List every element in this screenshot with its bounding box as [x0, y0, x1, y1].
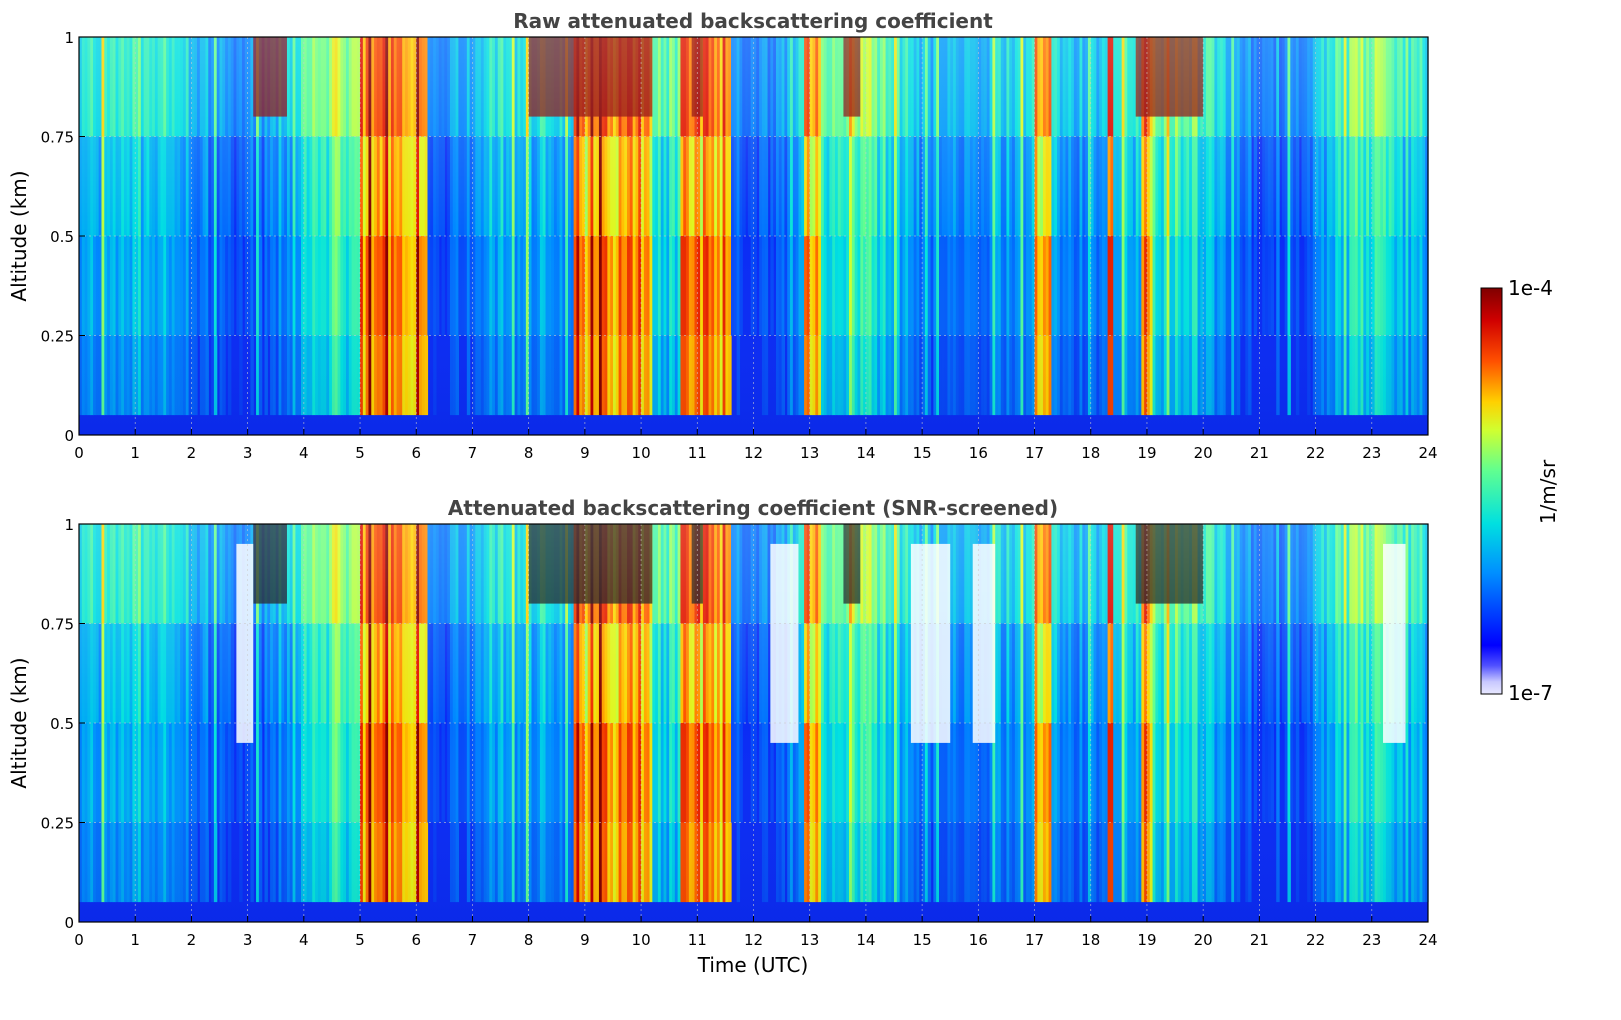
x-tick-label: 4 — [299, 444, 309, 462]
y-tick-label: 0.75 — [41, 129, 74, 147]
y-tick-label: 0.25 — [41, 328, 74, 346]
x-tick-label: 23 — [1362, 931, 1381, 949]
y-tick-label: 0.5 — [50, 228, 74, 246]
x-tick-label: 18 — [1081, 931, 1100, 949]
y-tick-label: 0.25 — [41, 815, 74, 833]
x-tick-label: 21 — [1250, 931, 1269, 949]
x-tick-label: 6 — [411, 444, 421, 462]
x-tick-label: 23 — [1362, 444, 1381, 462]
chart-title: Raw attenuated backscattering coefficien… — [513, 9, 993, 33]
x-tick-label: 3 — [243, 444, 253, 462]
x-tick-label: 15 — [913, 444, 932, 462]
x-tick-label: 21 — [1250, 444, 1269, 462]
chart-title: Attenuated backscattering coefficient (S… — [448, 496, 1058, 520]
x-tick-label: 10 — [632, 931, 651, 949]
grid-raw — [79, 37, 1428, 435]
x-tick-label: 3 — [243, 931, 253, 949]
y-axis-ticks: 0 0.25 0.5 0.75 1 — [41, 516, 85, 932]
x-tick-label: 2 — [187, 444, 197, 462]
x-tick-label: 0 — [74, 444, 84, 462]
y-tick-label: 0.75 — [41, 616, 74, 634]
x-tick-label: 20 — [1194, 931, 1213, 949]
colorbar-min-label: 1e-7 — [1508, 681, 1553, 705]
x-tick-label: 10 — [632, 444, 651, 462]
x-tick-label: 2 — [187, 931, 197, 949]
x-tick-label: 20 — [1194, 444, 1213, 462]
y-axis-label: Altitude (km) — [7, 657, 31, 788]
x-axis-label: Time (UTC) — [697, 953, 809, 977]
y-tick-label: 0 — [64, 914, 74, 932]
y-axis-label: Altitude (km) — [7, 170, 31, 301]
x-tick-label: 24 — [1418, 931, 1437, 949]
x-tick-label: 12 — [744, 931, 763, 949]
x-tick-label: 14 — [856, 444, 875, 462]
x-tick-label: 9 — [580, 444, 590, 462]
x-tick-label: 13 — [800, 444, 819, 462]
x-tick-label: 5 — [355, 444, 365, 462]
x-tick-label: 9 — [580, 931, 590, 949]
x-tick-label: 6 — [411, 931, 421, 949]
x-tick-label: 0 — [74, 931, 84, 949]
x-tick-label: 17 — [1025, 931, 1044, 949]
y-tick-label: 1 — [64, 516, 74, 534]
x-tick-label: 22 — [1306, 444, 1325, 462]
grid-screened — [79, 524, 1428, 922]
x-tick-label: 16 — [969, 931, 988, 949]
colorbar-gradient — [1480, 287, 1503, 695]
x-tick-label: 11 — [688, 931, 707, 949]
x-tick-label: 8 — [524, 931, 534, 949]
x-tick-label: 7 — [468, 931, 478, 949]
x-tick-label: 16 — [969, 444, 988, 462]
x-tick-label: 1 — [130, 931, 140, 949]
colorbar: 1e-4 1e-7 1/m/sr — [1480, 276, 1560, 705]
x-tick-label: 22 — [1306, 931, 1325, 949]
panel-screened: Attenuated backscattering coefficient (S… — [7, 496, 1438, 977]
x-tick-label: 19 — [1137, 444, 1156, 462]
x-tick-label: 13 — [800, 931, 819, 949]
x-tick-label: 19 — [1137, 931, 1156, 949]
x-axis-ticks: 0 1 2 3 4 5 6 7 8 9 10 11 12 13 14 15 16 17 18 19 20 21 22 23 24 — [74, 429, 1438, 462]
x-tick-label: 18 — [1081, 444, 1100, 462]
x-tick-label: 17 — [1025, 444, 1044, 462]
x-tick-label: 1 — [130, 444, 140, 462]
x-tick-label: 8 — [524, 444, 534, 462]
y-tick-label: 0.5 — [50, 715, 74, 733]
y-tick-label: 1 — [64, 29, 74, 47]
y-axis-ticks: 0 0.25 0.5 0.75 1 — [41, 29, 85, 445]
x-tick-label: 11 — [688, 444, 707, 462]
colorbar-max-label: 1e-4 — [1508, 276, 1553, 300]
heatmap-raw — [79, 37, 1429, 435]
y-tick-label: 0 — [64, 427, 74, 445]
colorbar-label: 1/m/sr — [1536, 459, 1560, 524]
x-tick-label: 14 — [856, 931, 875, 949]
x-axis-ticks: 0 1 2 3 4 5 6 7 8 9 10 11 12 13 14 15 16 17 18 19 20 21 22 23 24 — [74, 916, 1438, 949]
x-tick-label: 5 — [355, 931, 365, 949]
x-tick-label: 24 — [1418, 444, 1437, 462]
panel-raw: Raw attenuated backscattering coefficien… — [7, 9, 1438, 462]
heatmap-screened — [79, 524, 1429, 922]
x-tick-label: 12 — [744, 444, 763, 462]
x-tick-label: 4 — [299, 931, 309, 949]
x-tick-label: 7 — [468, 444, 478, 462]
x-tick-label: 15 — [913, 931, 932, 949]
